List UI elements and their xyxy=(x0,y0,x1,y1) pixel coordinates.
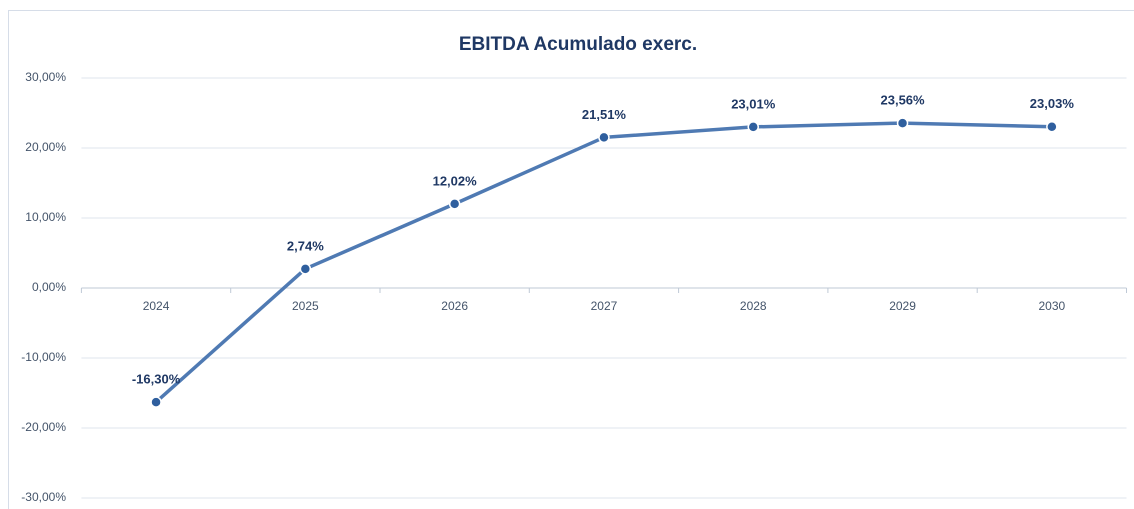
marker xyxy=(150,396,162,408)
x-tick-label: 2027 xyxy=(591,299,618,313)
marker xyxy=(448,198,461,210)
y-tick-label: -30,00% xyxy=(21,490,66,504)
x-tick-label: 2030 xyxy=(1038,299,1065,313)
marker xyxy=(896,117,909,129)
y-tick-label: 10,00% xyxy=(25,210,66,224)
x-tick-label: 2026 xyxy=(441,299,468,313)
value-label: 23,56% xyxy=(881,93,926,108)
value-label: 23,03% xyxy=(1030,96,1075,111)
x-tick-label: 2025 xyxy=(292,299,319,313)
value-label: 21,51% xyxy=(582,107,627,122)
chart-border xyxy=(8,10,1134,509)
chart-title: EBITDA Acumulado exerc. xyxy=(459,34,697,55)
value-label: 12,02% xyxy=(433,173,478,188)
value-label: 2,74% xyxy=(287,238,324,253)
y-tick-label: -10,00% xyxy=(21,350,66,364)
x-tick-label: 2029 xyxy=(889,299,916,313)
y-tick-label: 0,00% xyxy=(32,280,66,294)
value-label: -16,30% xyxy=(132,372,181,387)
x-tick-label: 2024 xyxy=(143,299,170,313)
marker xyxy=(747,121,759,133)
marker xyxy=(598,131,610,144)
y-tick-label: -20,00% xyxy=(21,420,66,434)
marker xyxy=(299,263,312,275)
y-tick-label: 20,00% xyxy=(25,140,66,154)
x-tick-label: 2028 xyxy=(740,299,767,313)
marker xyxy=(1046,121,1058,133)
value-label: 23,01% xyxy=(731,96,776,111)
y-tick-label: 30,00% xyxy=(25,70,66,84)
line xyxy=(154,121,1052,404)
